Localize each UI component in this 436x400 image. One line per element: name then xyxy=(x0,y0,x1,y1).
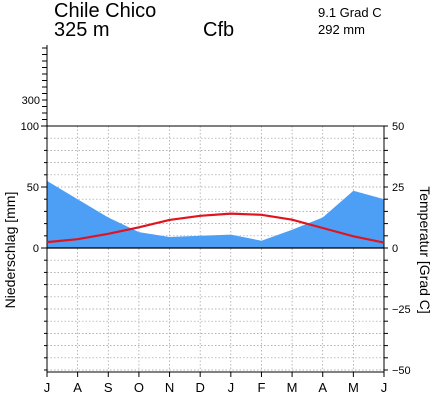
annual-precipitation: 292 mm xyxy=(318,22,365,37)
right-tick-label: 0 xyxy=(392,243,398,255)
month-label: F xyxy=(257,380,265,395)
station-name: Chile Chico xyxy=(54,0,157,22)
right-tick-label: 50 xyxy=(392,121,404,133)
month-label: J xyxy=(228,380,235,395)
right-tick-label: 25 xyxy=(392,182,404,194)
month-label: J xyxy=(44,380,51,395)
grid-lines xyxy=(46,126,385,372)
left-tick-label: 0 xyxy=(33,243,39,255)
left-tick-label: 50 xyxy=(27,182,39,194)
right-axis-label: Temperatur [Grad C] xyxy=(417,186,433,314)
precipitation-area xyxy=(47,180,384,248)
right-tick-label: −25 xyxy=(392,304,411,316)
axes xyxy=(41,45,388,377)
right-tick-label: −50 xyxy=(392,365,411,377)
left-tick-label: 100 xyxy=(21,121,39,133)
temperature-line xyxy=(46,212,385,244)
temperature-series xyxy=(46,212,385,244)
month-label: D xyxy=(195,380,204,395)
month-label: O xyxy=(134,380,144,395)
koppen-class: Cfb xyxy=(203,19,235,41)
month-label: A xyxy=(318,380,327,395)
left-axis-label: Niederschlag [mm] xyxy=(2,192,18,309)
month-label: M xyxy=(348,380,359,395)
station-elevation: 325 m xyxy=(54,19,110,41)
month-label: J xyxy=(381,380,388,395)
month-label: N xyxy=(165,380,174,395)
month-label: S xyxy=(104,380,113,395)
month-label: M xyxy=(287,380,298,395)
mean-temperature: 9.1 Grad C xyxy=(318,5,382,20)
tick-labels: J A S O N D J F M A M J 100 50 0 300 50 25 0 −25 −50 xyxy=(21,95,411,395)
month-label: A xyxy=(73,380,82,395)
upper-left-tick-label: 300 xyxy=(22,95,40,107)
